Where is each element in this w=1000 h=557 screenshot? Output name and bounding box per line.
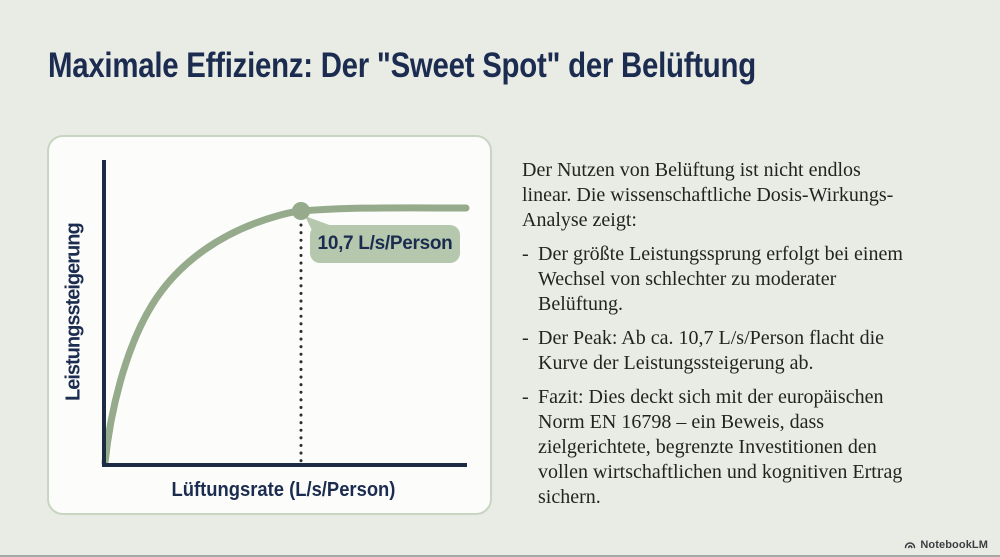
performance-curve [101, 204, 470, 467]
bullet-item: - Fazit: Dies deckt sich mit der europäi… [522, 385, 967, 510]
bullet-text: Fazit: Dies deckt sich mit der europäisc… [538, 386, 903, 508]
bottom-edge-line [0, 555, 1000, 557]
page-title: Maximale Effizienz: Der "Sweet Spot" der… [48, 46, 756, 85]
right-column: Der Nutzen von Belüftung ist nicht endlo… [522, 158, 967, 519]
x-axis-label: Lüftungsrate (L/s/Person) [171, 479, 396, 501]
bullet-text: Der größte Leistungssprung erfolgt bei e… [538, 243, 903, 315]
dose-response-chart [101, 160, 470, 467]
bullet-marker: - [522, 386, 529, 408]
notebooklm-watermark: NotebookLM [904, 539, 988, 551]
bullet-text: Der Peak: Ab ca. 10,7 L/s/Person flacht … [538, 327, 885, 374]
y-axis-label: Leistungssteigerung [62, 223, 85, 402]
notebooklm-label: NotebookLM [920, 539, 988, 551]
bullet-item: - Der größte Leistungssprung erfolgt bei… [522, 242, 967, 317]
intro-paragraph: Der Nutzen von Belüftung ist nicht endlo… [522, 159, 894, 231]
annotation-bubble: 10,7 L/s/Person [310, 225, 460, 263]
bullet-item: - Der Peak: Ab ca. 10,7 L/s/Person flach… [522, 326, 967, 376]
plot-axes [102, 160, 467, 467]
chart-card: Leistungssteigerung Lüftungsrate (L/s/Pe… [47, 135, 492, 515]
bullet-marker: - [522, 327, 529, 349]
peak-dot-icon [292, 202, 310, 220]
notebooklm-logo-icon [905, 542, 916, 549]
bullet-marker: - [522, 243, 529, 265]
